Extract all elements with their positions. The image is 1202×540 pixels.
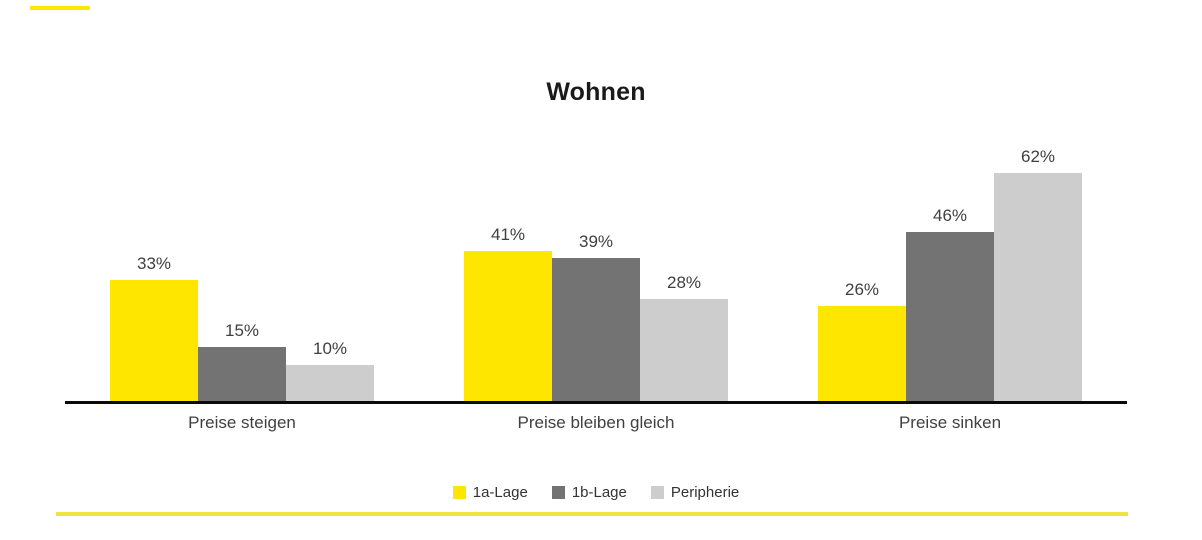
bar-value-label: 46% (932, 206, 968, 225)
category-label-preise-steigen: Preise steigen (188, 413, 296, 432)
legend-item-1a-lage: 1a-Lage (452, 484, 528, 501)
bar-value-label: 10% (312, 339, 348, 358)
chart-title: Wohnen (546, 78, 646, 106)
legend-item-peripherie: Peripherie (650, 484, 740, 501)
bar-value-label: 62% (1020, 147, 1056, 166)
bar-value-label: 15% (224, 321, 260, 340)
legend-marker-1a-lage (452, 486, 466, 499)
legend-label-peripherie: Peripherie (670, 484, 740, 501)
bar-group-preise-bleiben-gleich: 41% 39% 28% (464, 140, 728, 402)
bar-1b-lage-preise-steigen: 15% (198, 321, 286, 402)
legend-label-1a-lage: 1a-Lage (472, 484, 528, 501)
bar-group-preise-steigen: 33% 15% 10% (110, 140, 374, 402)
bar-value-label: 33% (136, 254, 172, 273)
x-axis-line (65, 401, 1127, 404)
yellow-accent-dash (30, 6, 90, 10)
bar-peripherie-preise-sinken: 62% (994, 147, 1082, 402)
bar-value-label: 26% (844, 280, 880, 299)
chart-legend: 1a-Lage 1b-Lage Peripherie (65, 484, 1127, 501)
bar-peripherie-preise-steigen: 10% (286, 339, 374, 402)
bar-value-label: 39% (578, 232, 614, 251)
bar-peripherie-preise-bleiben-gleich: 28% (640, 273, 728, 402)
bar-chart-plot-area: 33% 15% 10% 41% 39% 28% 26% 46% 62% (65, 140, 1127, 402)
bar-value-label: 41% (490, 225, 526, 244)
legend-label-1b-lage: 1b-Lage (571, 484, 627, 501)
bar-1a-lage-preise-bleiben-gleich: 41% (464, 225, 552, 402)
bottom-yellow-rule (56, 512, 1128, 516)
category-label-preise-bleiben-gleich: Preise bleiben gleich (517, 413, 675, 432)
legend-marker-1b-lage (551, 486, 565, 499)
bar-1a-lage-preise-steigen: 33% (110, 254, 198, 402)
legend-item-1b-lage: 1b-Lage (551, 484, 627, 501)
bar-value-label: 28% (666, 273, 702, 292)
bar-1b-lage-preise-bleiben-gleich: 39% (552, 232, 640, 402)
bar-1b-lage-preise-sinken: 46% (906, 206, 994, 402)
bar-group-preise-sinken: 26% 46% 62% (818, 140, 1082, 402)
category-label-preise-sinken: Preise sinken (898, 413, 1002, 432)
legend-marker-peripherie (650, 486, 664, 499)
bar-1a-lage-preise-sinken: 26% (818, 280, 906, 402)
